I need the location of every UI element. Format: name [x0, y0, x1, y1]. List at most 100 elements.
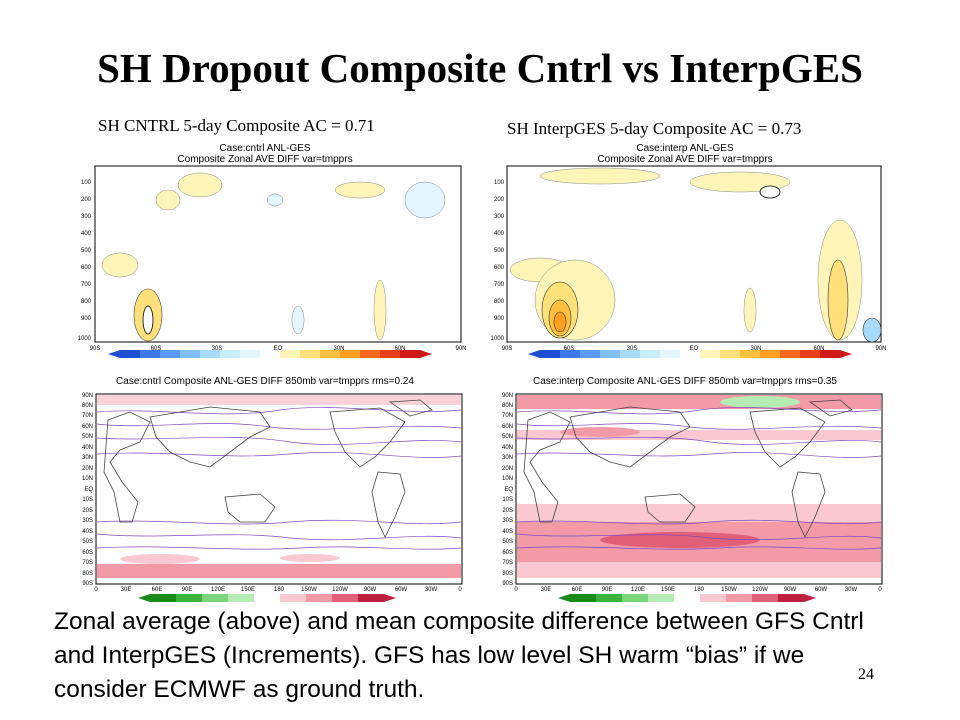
lat-label: EQ	[690, 346, 699, 352]
zonal-plot-subtitle: Composite Zonal AVE DIFF var=tmpprs	[177, 154, 352, 165]
lon-label: 150W	[301, 587, 317, 593]
zonal-plot-interp: Case:interp ANL-GES Composite Zonal AVE …	[480, 140, 890, 362]
level-label: 300	[494, 214, 505, 220]
lat-label: 70S	[82, 560, 93, 566]
lat-label: 60N	[502, 424, 513, 430]
lon-label: 60W	[815, 587, 828, 593]
level-label: 900	[494, 316, 505, 322]
lon-label: 30W	[425, 587, 438, 593]
coastlines	[523, 399, 853, 538]
lat-label: 50N	[82, 434, 93, 440]
lat-label: 80S	[502, 571, 513, 577]
warm-patch	[120, 554, 200, 564]
level-label: 100	[81, 180, 92, 186]
lat-label: 60S	[564, 346, 575, 352]
level-label: 600	[81, 265, 92, 271]
lat-label: 70S	[502, 560, 513, 566]
lon-label: 120W	[752, 587, 768, 593]
greenland-outline	[388, 399, 433, 417]
lat-label: 10S	[502, 497, 513, 503]
lat-label: 90S	[502, 346, 513, 352]
lat-label: 40S	[502, 529, 513, 535]
lat-label: 20N	[82, 466, 93, 472]
africa-europe-outline	[103, 411, 151, 523]
lon-label: 90W	[364, 587, 377, 593]
lon-label: 180	[694, 587, 705, 593]
lon-label: 0	[458, 587, 462, 593]
latitude-labels: 90S 60S 30S EQ 30N 60N 90N	[90, 346, 467, 352]
asia-outline	[149, 406, 271, 468]
level-label: 700	[494, 282, 505, 288]
lon-label: 0	[514, 587, 518, 593]
contour-05	[142, 305, 154, 335]
level-label: 500	[81, 248, 92, 254]
lon-label: 120E	[211, 587, 225, 593]
lon-label: 120E	[631, 587, 645, 593]
lat-label: 30S	[502, 518, 513, 524]
map-plot-title: Case:interp Composite ANL-GES DIFF 850mb…	[533, 376, 837, 387]
lat-label: 30N	[502, 455, 513, 461]
lat-label: 90N	[455, 346, 466, 352]
north-america-outline	[749, 407, 826, 468]
cool-patch	[720, 396, 800, 408]
level-label: 100	[494, 180, 505, 186]
lon-label: 0	[878, 587, 882, 593]
level-label: 400	[81, 231, 92, 237]
lat-label: 60S	[151, 346, 162, 352]
lon-label: 90W	[784, 587, 797, 593]
lat-label: 10N	[82, 476, 93, 482]
level-label: 1000	[491, 336, 505, 342]
lat-label: 90S	[502, 581, 513, 587]
lat-label: 90N	[875, 346, 886, 352]
lat-label: 30S	[82, 518, 93, 524]
level-label: 300	[81, 214, 92, 220]
lat-label: 30N	[82, 455, 93, 461]
map-lon-labels: 0 30E 60E 90E 120E 150E 180 150W 120W 90…	[514, 587, 882, 593]
lon-label: 30E	[121, 587, 132, 593]
level-label: 200	[81, 197, 92, 203]
map-colorbar	[558, 594, 816, 602]
lat-label: 10N	[502, 476, 513, 482]
lat-label: 60S	[82, 550, 93, 556]
lat-label: 40S	[82, 529, 93, 535]
lon-label: 150W	[721, 587, 737, 593]
lat-label: 60N	[394, 346, 405, 352]
warm-anomaly-patch	[827, 259, 849, 341]
australia-outline	[224, 493, 276, 523]
lat-label: 80S	[82, 571, 93, 577]
level-label: 200	[494, 197, 505, 203]
lat-label: 90N	[502, 393, 513, 399]
lat-label: 90S	[82, 581, 93, 587]
lon-label: 120W	[332, 587, 348, 593]
warm-patch	[560, 427, 640, 437]
map-plot-cntrl: Case:cntrl Composite ANL-GES DIFF 850mb …	[60, 372, 470, 604]
lat-label: 10S	[82, 497, 93, 503]
north-america-outline	[329, 407, 406, 468]
lat-label: 20N	[502, 466, 513, 472]
lat-label: EQ	[84, 487, 93, 493]
zonal-plot-case-label: Case:cntrl ANL-GES	[219, 143, 310, 154]
zonal-colorbar	[108, 350, 432, 358]
lat-label: 20S	[502, 508, 513, 514]
lon-label: 60W	[395, 587, 408, 593]
lat-label: 80N	[82, 403, 93, 409]
warm-patch	[600, 532, 760, 548]
latitude-labels: 90S 60S 30S EQ 30N 60N 90N	[502, 346, 887, 352]
lat-label: 50S	[502, 539, 513, 545]
level-label: 800	[494, 299, 505, 305]
map-colorbar	[138, 594, 396, 602]
cool-anomaly-patch	[291, 305, 305, 335]
lon-label: 90E	[602, 587, 613, 593]
pressure-level-labels: 100 200 300 400 500 600 700 800 900 1000	[78, 180, 92, 342]
australia-outline	[644, 493, 696, 523]
caption-left: SH CNTRL 5-day Composite AC = 0.71	[98, 116, 375, 135]
level-label: 600	[494, 265, 505, 271]
warm-anomaly-patch	[373, 279, 387, 341]
slide-title: SH Dropout Composite Cntrl vs InterpGES	[97, 45, 863, 91]
level-label: 1000	[78, 336, 92, 342]
caption-right: SH InterpGES 5-day Composite AC = 0.73	[507, 119, 802, 138]
level-label: 800	[81, 299, 92, 305]
lat-label: 40N	[82, 445, 93, 451]
lat-label: 30N	[750, 346, 761, 352]
lon-label: 90E	[182, 587, 193, 593]
